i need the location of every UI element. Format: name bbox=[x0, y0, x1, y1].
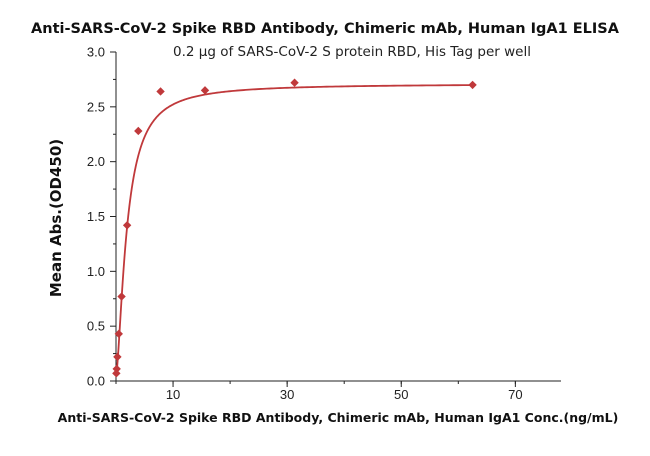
data-point bbox=[156, 87, 165, 96]
chart-title: Anti-SARS-CoV-2 Spike RBD Antibody, Chim… bbox=[31, 21, 620, 37]
y-ticks: 0.0 0.5 1.0 1.5 2.0 2.5 3.0 bbox=[87, 45, 116, 389]
fit-curve bbox=[115, 84, 473, 375]
data-point bbox=[134, 126, 143, 136]
axes bbox=[115, 52, 561, 382]
chart-subtitle: 0.2 μg of SARS-CoV-2 S protein RBD, His … bbox=[173, 44, 531, 60]
y-tick-label: 2.0 bbox=[87, 154, 105, 169]
y-tick-label: 2.5 bbox=[87, 99, 105, 114]
data-point bbox=[200, 86, 210, 95]
y-tick-label: 0.0 bbox=[87, 374, 105, 389]
data-point bbox=[114, 329, 123, 339]
x-tick-label: 30 bbox=[280, 387, 294, 402]
x-tick-label: 10 bbox=[166, 387, 180, 402]
x-ticks: 10 30 50 70 bbox=[115, 381, 523, 402]
y-tick-label: 1.5 bbox=[87, 209, 105, 224]
data-markers bbox=[112, 78, 477, 378]
data-point bbox=[122, 221, 132, 230]
y-tick-label: 1.0 bbox=[87, 264, 105, 279]
data-point bbox=[113, 352, 122, 362]
y-tick-label: 0.5 bbox=[87, 319, 105, 334]
y-axis-label: Mean Abs.(OD450) bbox=[47, 139, 65, 297]
x-tick-label: 70 bbox=[508, 387, 522, 402]
data-point bbox=[117, 292, 126, 301]
x-axis-label: Anti-SARS-CoV-2 Spike RBD Antibody, Chim… bbox=[58, 410, 619, 425]
x-tick-label: 50 bbox=[394, 387, 408, 402]
data-point bbox=[290, 78, 299, 87]
y-tick-label: 3.0 bbox=[87, 45, 105, 60]
data-point bbox=[112, 364, 121, 374]
data-point bbox=[468, 80, 477, 90]
